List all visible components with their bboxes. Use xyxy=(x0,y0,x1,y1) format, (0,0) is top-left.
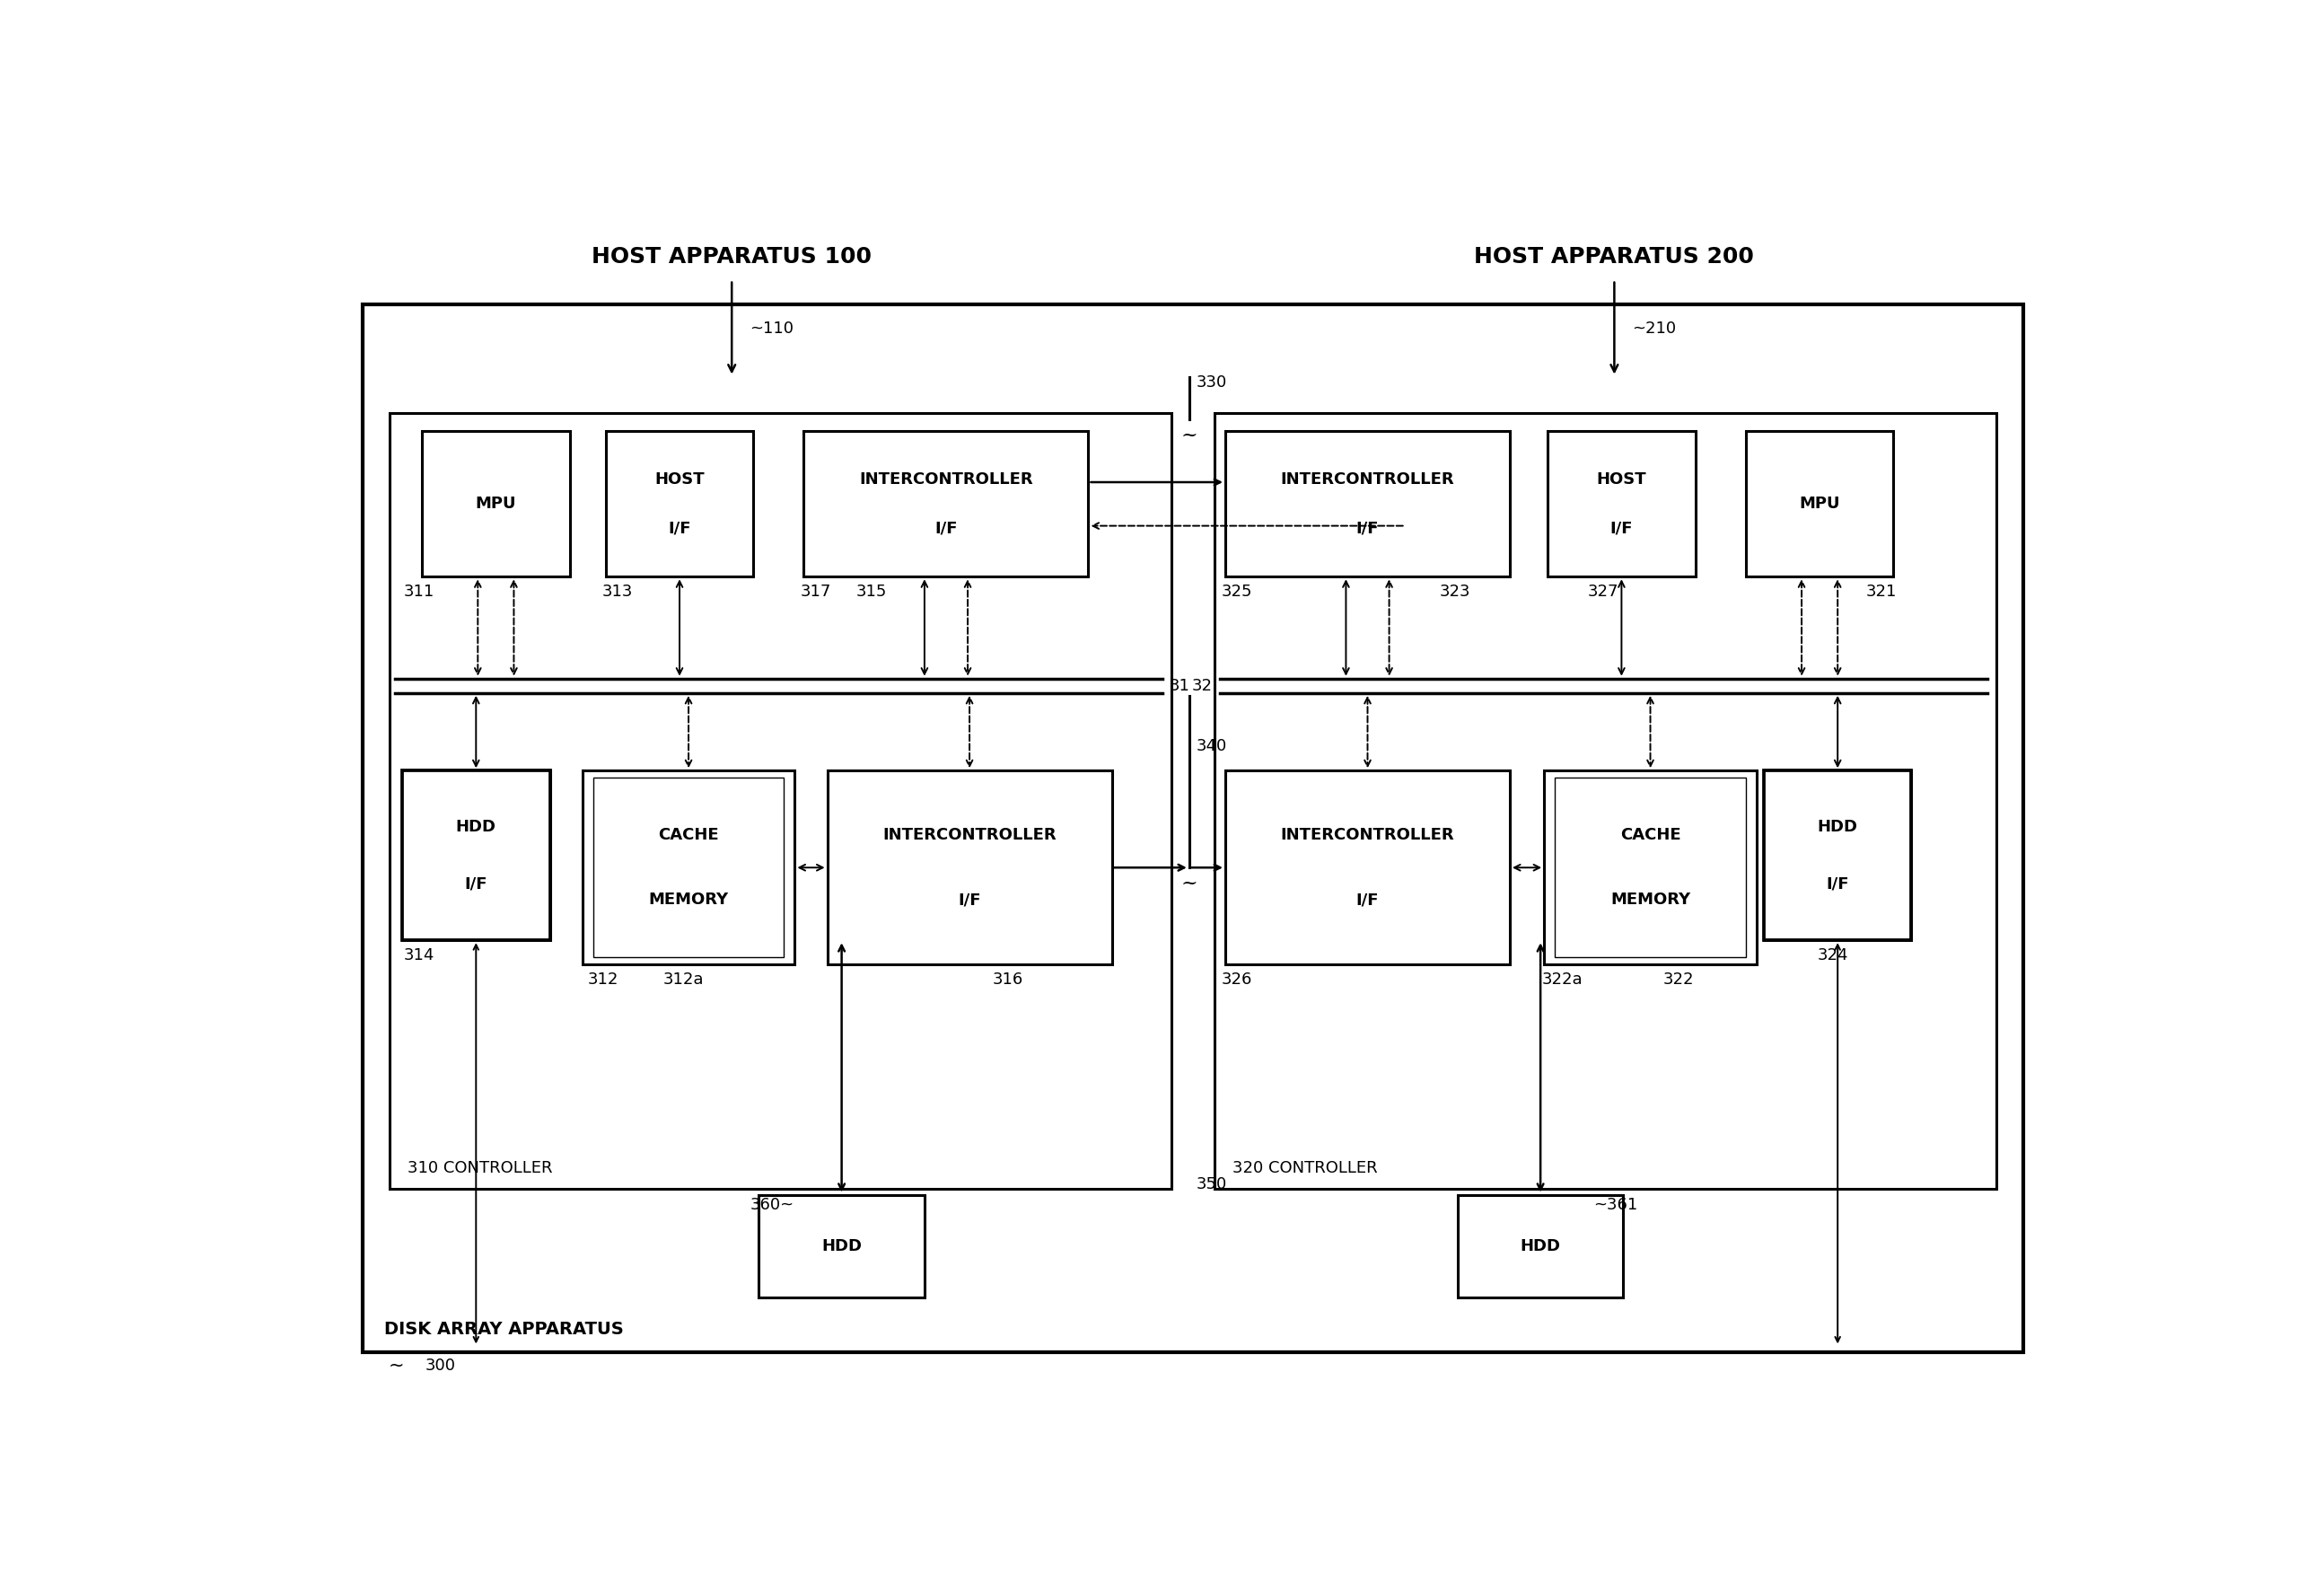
Bar xyxy=(363,304,2024,1352)
Text: INTERCONTROLLER: INTERCONTROLLER xyxy=(883,828,1057,844)
Text: I/F: I/F xyxy=(465,875,488,892)
Text: 311: 311 xyxy=(404,584,435,600)
Text: ~361: ~361 xyxy=(1594,1198,1638,1214)
Text: 330: 330 xyxy=(1197,375,1227,390)
Text: I/F: I/F xyxy=(1827,875,1850,892)
Bar xyxy=(1764,771,1910,940)
Text: 312: 312 xyxy=(588,971,618,988)
Bar xyxy=(390,412,1171,1188)
Bar xyxy=(402,771,551,940)
Text: 322a: 322a xyxy=(1543,971,1583,988)
Text: ~210: ~210 xyxy=(1631,320,1676,337)
Text: MPU: MPU xyxy=(1799,496,1841,512)
Text: HDD: HDD xyxy=(820,1239,862,1254)
Text: MEMORY: MEMORY xyxy=(1611,892,1690,908)
Text: HDD: HDD xyxy=(456,818,497,836)
Text: CACHE: CACHE xyxy=(658,828,718,844)
Bar xyxy=(1745,431,1894,576)
Text: HOST: HOST xyxy=(655,472,704,488)
Text: INTERCONTROLLER: INTERCONTROLLER xyxy=(860,472,1032,488)
Bar xyxy=(1555,778,1745,957)
Bar xyxy=(1211,666,1717,976)
Text: INTERCONTROLLER: INTERCONTROLLER xyxy=(1281,472,1455,488)
Text: 32: 32 xyxy=(1192,678,1213,694)
Bar xyxy=(402,771,551,940)
Text: 315: 315 xyxy=(855,584,888,600)
Text: HOST APPARATUS 200: HOST APPARATUS 200 xyxy=(1473,246,1755,268)
Text: DISK ARRAY APPARATUS: DISK ARRAY APPARATUS xyxy=(383,1321,623,1338)
Text: 313: 313 xyxy=(602,584,632,600)
Text: 325: 325 xyxy=(1222,584,1253,600)
Bar xyxy=(758,1195,925,1299)
Bar xyxy=(423,431,569,576)
Bar xyxy=(607,431,753,576)
Text: I/F: I/F xyxy=(1357,519,1378,537)
Text: INTERCONTROLLER: INTERCONTROLLER xyxy=(1281,828,1455,844)
Text: MPU: MPU xyxy=(476,496,516,512)
Text: 321: 321 xyxy=(1866,584,1896,600)
Text: I/F: I/F xyxy=(667,519,690,537)
Text: HOST: HOST xyxy=(1597,472,1645,488)
Text: 326: 326 xyxy=(1222,971,1253,988)
Text: 312a: 312a xyxy=(662,971,704,988)
Bar xyxy=(1215,412,1996,1188)
Text: 310 CONTROLLER: 310 CONTROLLER xyxy=(407,1160,553,1177)
Text: 31: 31 xyxy=(1169,678,1190,694)
Text: I/F: I/F xyxy=(1357,892,1378,908)
Bar xyxy=(583,771,795,965)
Text: 320 CONTROLLER: 320 CONTROLLER xyxy=(1232,1160,1378,1177)
Bar xyxy=(590,666,1111,976)
Bar xyxy=(1548,431,1694,576)
Text: ~: ~ xyxy=(1181,874,1197,894)
Text: 322: 322 xyxy=(1664,971,1694,988)
Text: HOST APPARATUS 100: HOST APPARATUS 100 xyxy=(593,246,872,268)
Text: 314: 314 xyxy=(404,948,435,963)
Text: MEMORY: MEMORY xyxy=(648,892,727,908)
Text: 300: 300 xyxy=(425,1358,456,1374)
Bar xyxy=(1225,431,1511,576)
Text: 317: 317 xyxy=(799,584,832,600)
Text: ~: ~ xyxy=(388,1357,404,1374)
Text: 323: 323 xyxy=(1439,584,1471,600)
Text: 324: 324 xyxy=(1817,948,1850,963)
Text: I/F: I/F xyxy=(934,519,957,537)
Bar xyxy=(827,771,1111,965)
Bar xyxy=(1764,771,1910,940)
Bar xyxy=(1225,771,1511,965)
Bar xyxy=(1457,1195,1622,1299)
Text: HDD: HDD xyxy=(1817,818,1857,836)
Bar xyxy=(1543,771,1757,965)
Text: I/F: I/F xyxy=(1611,519,1634,537)
Text: 350: 350 xyxy=(1197,1176,1227,1193)
Text: 327: 327 xyxy=(1587,584,1618,600)
Text: HDD: HDD xyxy=(1520,1239,1562,1254)
Text: I/F: I/F xyxy=(957,892,981,908)
Text: ~: ~ xyxy=(1181,425,1197,445)
Text: ~110: ~110 xyxy=(751,320,795,337)
Text: 340: 340 xyxy=(1197,738,1227,754)
Text: CACHE: CACHE xyxy=(1620,828,1680,844)
Text: 316: 316 xyxy=(992,971,1023,988)
Bar xyxy=(593,778,783,957)
Bar xyxy=(804,431,1088,576)
Text: 360~: 360~ xyxy=(751,1198,795,1214)
